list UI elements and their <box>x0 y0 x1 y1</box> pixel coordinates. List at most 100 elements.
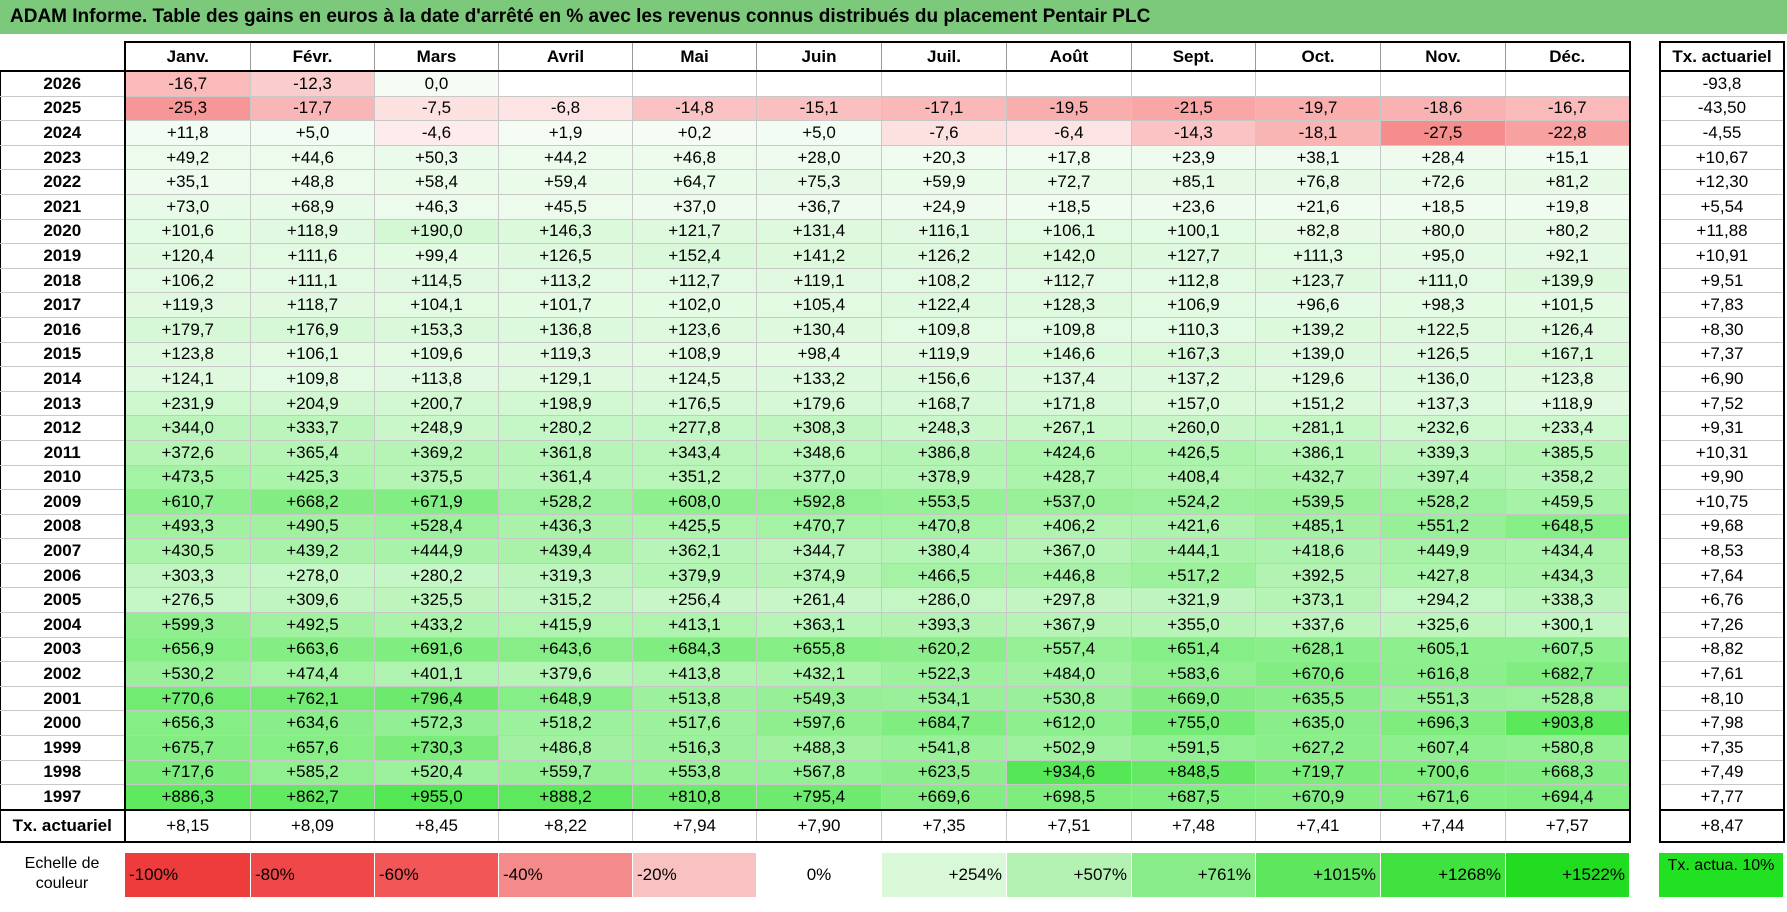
gain-cell: +339,3 <box>1380 439 1506 466</box>
gain-cell <box>756 69 882 97</box>
gain-cell <box>1255 69 1381 97</box>
gain-cell: +44,6 <box>250 144 375 171</box>
gain-cell: +281,1 <box>1255 415 1381 441</box>
gain-cell: +157,0 <box>1131 390 1256 417</box>
gain-cell: +120,4 <box>124 243 251 269</box>
gain-cell: +114,5 <box>374 267 499 294</box>
gain-cell: +607,5 <box>1505 636 1631 663</box>
gain-cell: +152,4 <box>632 243 757 269</box>
gain-cell: +682,7 <box>1505 661 1631 687</box>
gain-cell: -14,3 <box>1131 120 1256 146</box>
rate-cell: +9,31 <box>1659 415 1785 441</box>
month-header: Sept. <box>1131 41 1256 72</box>
gain-cell: +671,9 <box>374 489 499 515</box>
gain-cell: +133,2 <box>756 366 882 392</box>
gain-cell: +286,0 <box>881 587 1007 614</box>
year-cell: 2023 <box>0 144 126 171</box>
gain-cell: +903,8 <box>1505 710 1631 737</box>
gain-cell: +248,3 <box>881 415 1007 441</box>
gain-cell: +297,8 <box>1006 587 1132 614</box>
gain-cell <box>498 69 633 97</box>
gain-cell: +432,7 <box>1255 464 1381 491</box>
table-row: 2003 +656,9 +663,6 +691,6 +643,6 +684,3 +655,8… <box>0 636 1631 663</box>
gain-cell: +48,8 <box>250 169 375 195</box>
color-scale-swatch: -20% <box>633 853 756 897</box>
gain-cell: +369,2 <box>374 439 499 466</box>
gain-cell: +684,3 <box>632 636 757 663</box>
gain-cell: +528,2 <box>1380 489 1506 515</box>
gain-cell: +19,8 <box>1505 193 1631 220</box>
gain-cell: +108,9 <box>632 341 757 368</box>
gain-cell: +719,7 <box>1255 759 1381 786</box>
rate-cell: +10,75 <box>1659 489 1785 515</box>
gain-cell: +0,2 <box>632 120 757 146</box>
gain-cell: +484,0 <box>1006 661 1132 687</box>
gain-cell: +373,1 <box>1255 587 1381 614</box>
table-row: 2002 +530,2 +474,4 +401,1 +379,6 +413,8 +432,1… <box>0 661 1631 687</box>
gain-cell: +325,5 <box>374 587 499 614</box>
gain-cell <box>881 69 1007 97</box>
gain-cell: +343,4 <box>632 439 757 466</box>
rate-cell: +7,49 <box>1659 759 1785 786</box>
gain-cell: +367,0 <box>1006 538 1132 564</box>
gain-cell: +280,2 <box>498 415 633 441</box>
gain-cell: +260,0 <box>1131 415 1256 441</box>
gain-cell: +635,5 <box>1255 685 1381 712</box>
gain-cell: +108,2 <box>881 267 1007 294</box>
gain-cell: +755,0 <box>1131 710 1256 737</box>
gain-cell: +111,0 <box>1380 267 1506 294</box>
actuarial-rate-table: Tx. actuariel -93,8 -43,50 -4,55 +10,67 +12,… <box>1659 41 1785 843</box>
gain-cell: +557,4 <box>1006 636 1132 663</box>
gain-cell <box>1131 69 1256 97</box>
table-row: 2004 +599,3 +492,5 +433,2 +415,9 +413,1 +363,1… <box>0 612 1631 638</box>
gain-cell: -6,4 <box>1006 120 1132 146</box>
gain-cell: -17,1 <box>881 95 1007 122</box>
table-row: 2001 +770,6 +762,1 +796,4 +648,9 +513,8 +549,3… <box>0 685 1631 712</box>
rate-cell: +7,52 <box>1659 390 1785 417</box>
gain-cell: +610,7 <box>124 489 251 515</box>
gain-cell: +106,9 <box>1131 292 1256 318</box>
table-row: 2026 -16,7 -12,3 0,0 <box>0 69 1631 97</box>
gain-cell: +18,5 <box>1006 193 1132 220</box>
gain-cell: +109,8 <box>250 366 375 392</box>
summary-cell: +7,35 <box>881 808 1007 843</box>
year-cell: 2025 <box>0 95 126 122</box>
gain-cell: +231,9 <box>124 390 251 417</box>
gain-cell: -7,6 <box>881 120 1007 146</box>
gain-cell: -6,8 <box>498 95 633 122</box>
summary-cell: +7,94 <box>632 808 757 843</box>
rate-row: +12,30 <box>1659 169 1785 195</box>
gain-cell: +5,0 <box>756 120 882 146</box>
year-cell: 2005 <box>0 587 126 614</box>
month-header: Avril <box>498 41 633 72</box>
year-cell: 2021 <box>0 193 126 220</box>
rate-row: +7,64 <box>1659 562 1785 589</box>
gain-cell: +386,1 <box>1255 439 1381 466</box>
gain-cell: +24,9 <box>881 193 1007 220</box>
gain-cell: +50,3 <box>374 144 499 171</box>
gain-cell: +319,3 <box>498 562 633 589</box>
gain-cell: +73,0 <box>124 193 251 220</box>
rate-row: +10,31 <box>1659 439 1785 466</box>
gain-cell: +198,9 <box>498 390 633 417</box>
gain-cell: +386,8 <box>881 439 1007 466</box>
gain-cell: +96,6 <box>1255 292 1381 318</box>
table-row: 2013 +231,9 +204,9 +200,7 +198,9 +176,5 +179,6… <box>0 390 1631 417</box>
year-cell: 2004 <box>0 612 126 638</box>
rate-cell: +10,67 <box>1659 144 1785 171</box>
gain-cell: +256,4 <box>632 587 757 614</box>
gain-cell: +109,8 <box>881 316 1007 343</box>
gain-cell: +434,3 <box>1505 562 1631 589</box>
gain-cell: +530,2 <box>124 661 251 687</box>
gain-cell: +109,6 <box>374 341 499 368</box>
gain-cell: 0,0 <box>374 69 499 97</box>
gain-cell: +372,6 <box>124 439 251 466</box>
gain-cell: +23,6 <box>1131 193 1256 220</box>
color-scale-swatch: -40% <box>499 853 632 897</box>
rate-row: +6,90 <box>1659 366 1785 392</box>
gain-cell: +696,3 <box>1380 710 1506 737</box>
gain-cell: +848,5 <box>1131 759 1256 786</box>
rate-cell: +5,54 <box>1659 193 1785 220</box>
gain-cell: +99,4 <box>374 243 499 269</box>
month-header: Juin <box>756 41 882 72</box>
